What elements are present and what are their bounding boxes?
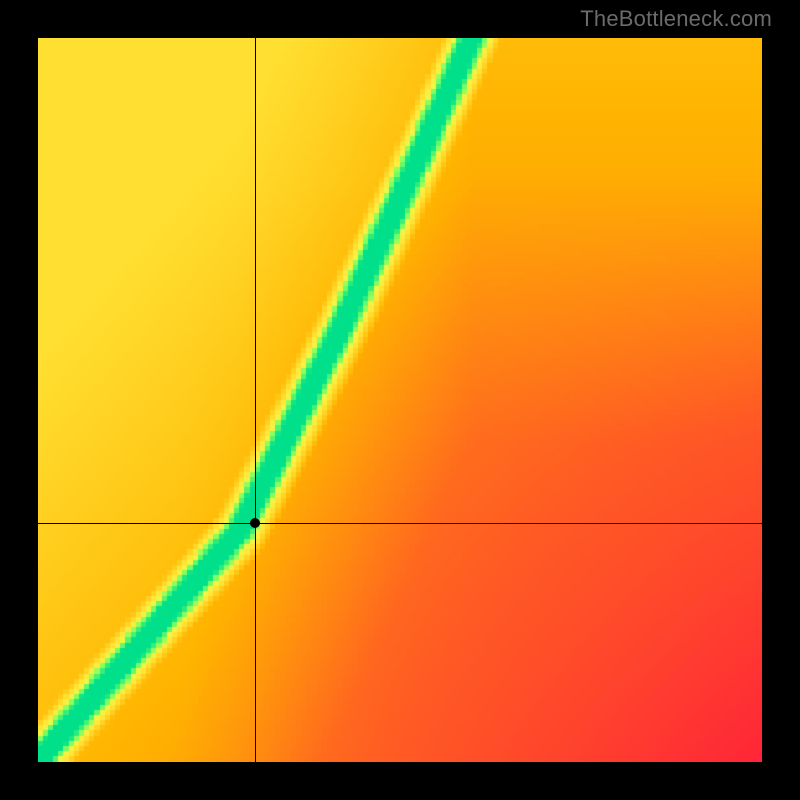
plot-area (38, 38, 762, 762)
marker-dot (250, 518, 260, 528)
heatmap-canvas (38, 38, 762, 762)
crosshair-vertical (255, 38, 256, 762)
watermark-text: TheBottleneck.com (580, 6, 772, 32)
crosshair-horizontal (38, 523, 762, 524)
figure-root: TheBottleneck.com (0, 0, 800, 800)
